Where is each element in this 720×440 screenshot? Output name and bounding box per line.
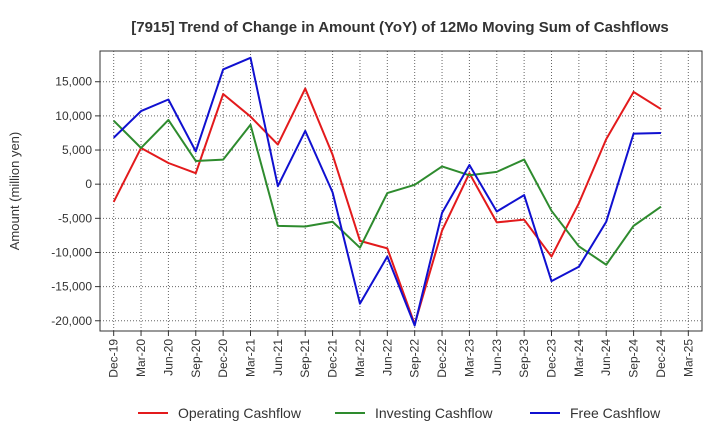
series-line-operating-cashflow [112, 87, 662, 326]
x-tick-label: Mar-22 [353, 339, 367, 377]
chart-title: [7915] Trend of Change in Amount (YoY) o… [131, 19, 669, 36]
x-tick-label: Dec-19 [107, 339, 121, 378]
plot-border [99, 50, 703, 332]
y-tick-label: 0 [85, 177, 92, 191]
y-tick-label: -15,000 [51, 280, 92, 294]
x-tick-label: Sep-21 [298, 339, 312, 378]
y-tick-label: 5,000 [62, 143, 92, 157]
x-tick-label: Mar-20 [134, 339, 148, 377]
x-tick-label: Dec-23 [545, 339, 559, 378]
legend-label-free-cashflow: Free Cashflow [570, 405, 661, 421]
series-line-free-cashflow [112, 56, 661, 327]
x-tick-label: Jun-20 [161, 339, 175, 376]
x-tick-label: Dec-22 [435, 339, 449, 378]
y-tick-label: 10,000 [55, 109, 92, 123]
x-tick-label: Mar-24 [572, 339, 586, 377]
legend-label-operating-cashflow: Operating Cashflow [178, 405, 302, 421]
plot-area: -20,000 -15,000 -10,000 -5,000 0 5,000 10,000 1… [51, 50, 703, 378]
x-tick-label: Sep-24 [627, 339, 641, 378]
series-line-investing-cashflow [112, 118, 662, 266]
x-tick-label: Sep-22 [408, 339, 422, 378]
x-tick-label: Dec-21 [326, 339, 340, 378]
legend-label-investing-cashflow: Investing Cashflow [375, 405, 493, 421]
x-tick-label: Mar-23 [462, 339, 476, 377]
y-axis-label: Amount (million yen) [7, 132, 22, 251]
x-tick-label: Sep-20 [189, 339, 203, 378]
legend: Operating Cashflow Investing Cashflow Free… [138, 405, 661, 421]
x-tick-label: Mar-21 [244, 339, 258, 377]
x-tick-label: Jun-23 [490, 339, 504, 376]
x-tick-label: Jun-24 [599, 339, 613, 376]
y-tick-label: -5,000 [58, 211, 92, 225]
y-tick-label: -20,000 [51, 314, 92, 328]
x-tick-label: Dec-20 [216, 339, 230, 378]
y-tick-label: 15,000 [55, 75, 92, 89]
x-tick-label: Sep-23 [517, 339, 531, 378]
x-tick-label: Mar-25 [681, 339, 695, 377]
x-tick-label: Dec-24 [654, 339, 668, 378]
y-tick-label: -10,000 [51, 245, 92, 259]
x-tick-label: Jun-21 [271, 339, 285, 376]
x-tick-label: Jun-22 [380, 339, 394, 376]
